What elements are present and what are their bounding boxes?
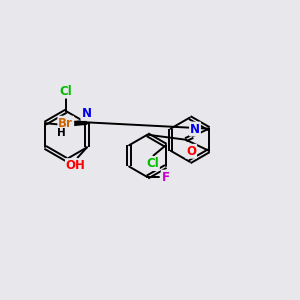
Text: N: N [81, 107, 92, 120]
Text: F: F [162, 171, 170, 184]
Text: N: N [190, 122, 200, 136]
Text: H: H [57, 128, 66, 138]
Text: Br: Br [58, 117, 73, 130]
Text: O: O [186, 145, 196, 158]
Text: Cl: Cl [146, 157, 159, 170]
Text: OH: OH [66, 159, 86, 172]
Text: Cl: Cl [60, 85, 73, 98]
